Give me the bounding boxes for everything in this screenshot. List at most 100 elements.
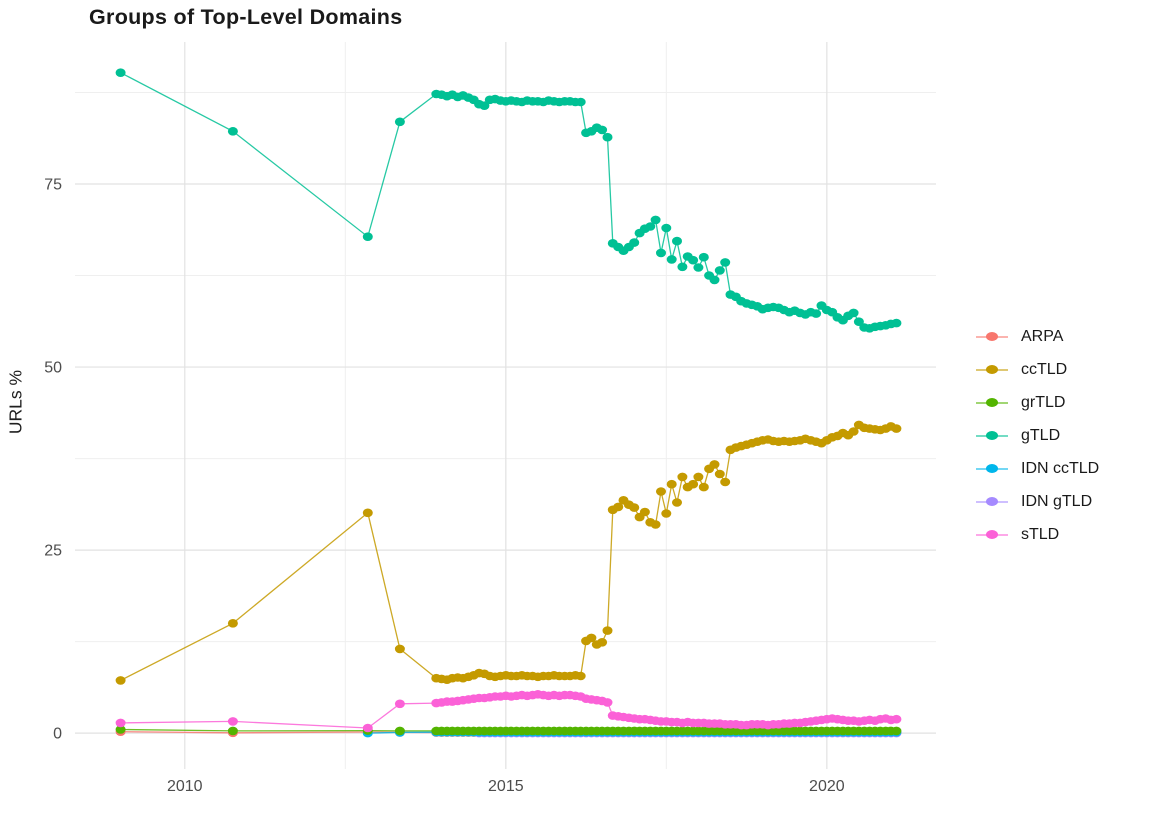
data-point-cctld (362, 508, 373, 518)
series-gtld (115, 68, 902, 333)
series-line-gtld (120, 72, 897, 329)
legend-marker-icon (976, 495, 1008, 509)
data-point-gtld (656, 248, 666, 258)
data-point-gtld (677, 262, 688, 272)
chart-title: Groups of Top-Level Domains (89, 5, 403, 29)
series-cctld (115, 420, 902, 685)
legend-label: ccTLD (1021, 360, 1068, 378)
data-point-gtld (698, 252, 709, 262)
legend-label: IDN gTLD (1021, 492, 1093, 510)
legend-label: gTLD (1021, 426, 1061, 444)
legend-item-idn-cctld: IDN ccTLD (976, 452, 1099, 485)
series-stld (115, 690, 902, 733)
data-point-cctld (394, 644, 405, 654)
legend-item-gtld: gTLD (976, 419, 1099, 452)
data-point-cctld (714, 469, 725, 479)
legend-label: grTLD (1021, 393, 1066, 411)
y-tick-label: 25 (44, 543, 62, 560)
data-point-gtld (645, 222, 656, 231)
data-point-cctld (629, 503, 640, 512)
y-tick-label: 75 (44, 177, 62, 194)
data-point-stld (394, 699, 405, 709)
data-point-gtld (479, 101, 490, 110)
data-point-cctld (666, 479, 677, 489)
data-point-cctld (688, 479, 699, 489)
data-point-gtld (709, 275, 720, 285)
data-point-grtld (115, 725, 126, 734)
legend-marker-icon (976, 462, 1008, 476)
data-point-gtld (597, 125, 608, 135)
x-tick-label: 2015 (488, 778, 524, 795)
legend-item-arpa: ARPA (976, 320, 1099, 353)
data-point-gtld (602, 132, 613, 142)
data-point-cctld (693, 472, 704, 482)
data-point-gtld (629, 238, 640, 247)
data-point-cctld (597, 638, 608, 647)
data-point-grtld (394, 726, 405, 736)
legend-item-cctld: ccTLD (976, 353, 1099, 386)
legend-marker-icon (976, 330, 1008, 344)
data-point-gtld (650, 215, 661, 225)
legend-item-grtld: grTLD (976, 386, 1099, 419)
data-point-gtld (848, 308, 859, 318)
data-point-cctld (115, 676, 126, 685)
data-point-gtld (688, 255, 699, 265)
x-tick-label: 2020 (809, 778, 845, 795)
data-point-cctld (698, 482, 709, 492)
legend-marker-icon (976, 363, 1008, 377)
data-point-stld (602, 698, 613, 707)
data-point-gtld (227, 127, 238, 136)
data-point-stld (891, 714, 902, 724)
data-point-cctld (848, 427, 859, 436)
data-point-gtld (666, 255, 677, 264)
data-point-cctld (650, 520, 661, 529)
data-point-cctld (709, 460, 720, 469)
data-point-gtld (575, 97, 586, 107)
data-point-grtld (227, 726, 238, 736)
data-point-cctld (586, 633, 597, 643)
data-point-grtld (891, 726, 902, 736)
data-point-gtld (714, 266, 725, 275)
y-tick-label: 50 (44, 360, 62, 377)
data-point-gtld (693, 263, 704, 272)
data-point-cctld (720, 477, 731, 487)
data-point-cctld (677, 472, 688, 482)
data-point-gtld (394, 117, 405, 127)
data-point-stld (227, 717, 238, 726)
data-point-cctld (575, 671, 586, 681)
data-point-gtld (891, 318, 902, 328)
legend-marker-icon (976, 528, 1008, 542)
legend-label: ARPA (1021, 327, 1064, 345)
data-point-gtld (811, 309, 822, 318)
axis-tick-labels: 0 25 50 75 2010 2015 2020 (44, 177, 845, 795)
legend: ARPA ccTLD grTLD gTLD IDN ccTLD IDN gTLD sTLD (976, 320, 1099, 551)
series-grtld (115, 725, 902, 736)
legend-marker-icon (976, 429, 1008, 443)
data-point-cctld (613, 502, 624, 512)
data-point-cctld (227, 619, 238, 628)
data-point-cctld (602, 626, 613, 635)
data-point-gtld (661, 223, 672, 233)
legend-item-idn-gtld: IDN gTLD (976, 485, 1099, 518)
legend-label: IDN ccTLD (1021, 459, 1100, 477)
data-point-gtld (720, 258, 731, 267)
legend-item-stld: sTLD (976, 518, 1099, 551)
x-tick-label: 2010 (167, 778, 203, 795)
data-point-cctld (661, 509, 672, 518)
data-point-cctld (656, 487, 666, 496)
data-point-gtld (672, 236, 682, 246)
data-point-stld (362, 723, 373, 733)
data-point-gtld (115, 68, 126, 77)
y-tick-label: 0 (53, 726, 62, 743)
data-point-cctld (672, 498, 682, 507)
data-point-cctld (639, 507, 650, 517)
data-point-stld (115, 718, 126, 728)
data-point-gtld (362, 232, 373, 241)
data-point-gtld (853, 317, 864, 327)
data-point-cctld (891, 424, 902, 433)
legend-marker-icon (976, 396, 1008, 410)
major-gridlines (75, 42, 936, 769)
legend-label: sTLD (1021, 525, 1060, 543)
